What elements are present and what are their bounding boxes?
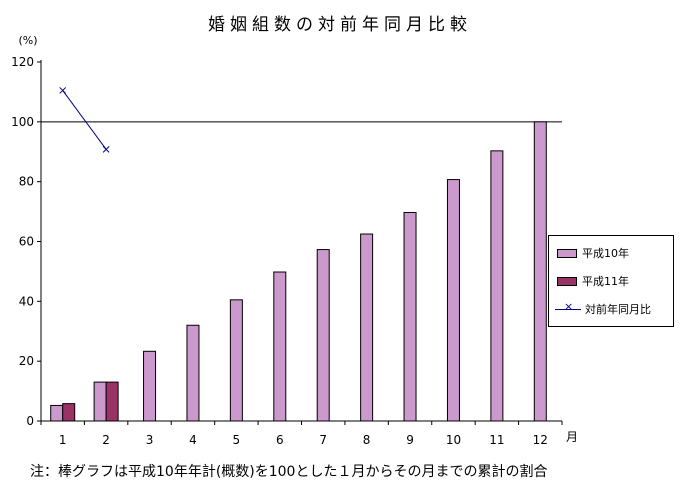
bar-h10 [93, 381, 107, 422]
x-tick-label: 4 [189, 433, 197, 447]
ratio-point [102, 146, 110, 153]
x-tick-label: 12 [533, 433, 548, 447]
legend-swatch-h10 [557, 248, 577, 258]
bar-h10 [360, 233, 374, 422]
y-tick-label: 120 [11, 55, 34, 69]
x-tick-label: 2 [102, 433, 110, 447]
chart-title: 婚姻組数の対前年同月比較 [208, 15, 472, 35]
y-tick-label: 80 [19, 175, 34, 189]
legend-item-h10: 平成10年 [557, 246, 629, 260]
bar-h10 [316, 249, 330, 422]
y-tick-label: 40 [19, 294, 34, 308]
bar-h10 [229, 299, 243, 422]
bar-h10 [143, 350, 157, 422]
bar-h10 [490, 150, 504, 422]
y-tick-label: 0 [26, 414, 34, 428]
x-tick-label: 7 [319, 433, 327, 447]
legend-item-ratio: × 対前年同月比 [555, 300, 651, 316]
y-unit-label: (%) [18, 34, 37, 47]
x-tick-label: 6 [276, 433, 284, 447]
x-unit-label: 月 [566, 430, 578, 444]
ratio-point [59, 87, 67, 94]
legend-label-h11: 平成11年 [582, 275, 629, 288]
bar-h10 [533, 121, 547, 422]
y-tick-label: 60 [19, 235, 34, 249]
y-tick-label: 20 [19, 354, 34, 368]
footnote: 注：棒グラフは平成10年年計(概数)を100とした１月からその月までの累計の割合 [30, 464, 548, 480]
x-tick-label: 5 [233, 433, 241, 447]
ratio-line [62, 90, 107, 150]
legend-label-h10: 平成10年 [582, 247, 629, 260]
x-tick-label: 10 [446, 433, 461, 447]
legend-marker-ratio: × [564, 300, 574, 313]
x-tick-label: 1 [59, 433, 67, 447]
y-tick-label: 100 [11, 115, 34, 129]
x-tick-label: 8 [363, 433, 371, 447]
legend-item-h11: 平成11年 [557, 274, 629, 288]
legend-line-ratio: × [555, 300, 581, 316]
bar-h10 [446, 179, 460, 422]
legend-swatch-h11 [557, 276, 577, 286]
bar-h10 [50, 404, 64, 422]
bar-h11 [62, 403, 76, 422]
legend-label-ratio: 対前年同月比 [585, 303, 651, 316]
x-tick-label: 11 [489, 433, 504, 447]
legend: 平成10年 平成11年 × 対前年同月比 [548, 235, 674, 327]
x-tick-label: 9 [406, 433, 414, 447]
bar-h11 [105, 381, 119, 422]
bar-h10 [186, 324, 200, 422]
x-tick-label: 3 [146, 433, 154, 447]
bar-h10 [273, 271, 287, 422]
bar-h10 [403, 211, 417, 422]
